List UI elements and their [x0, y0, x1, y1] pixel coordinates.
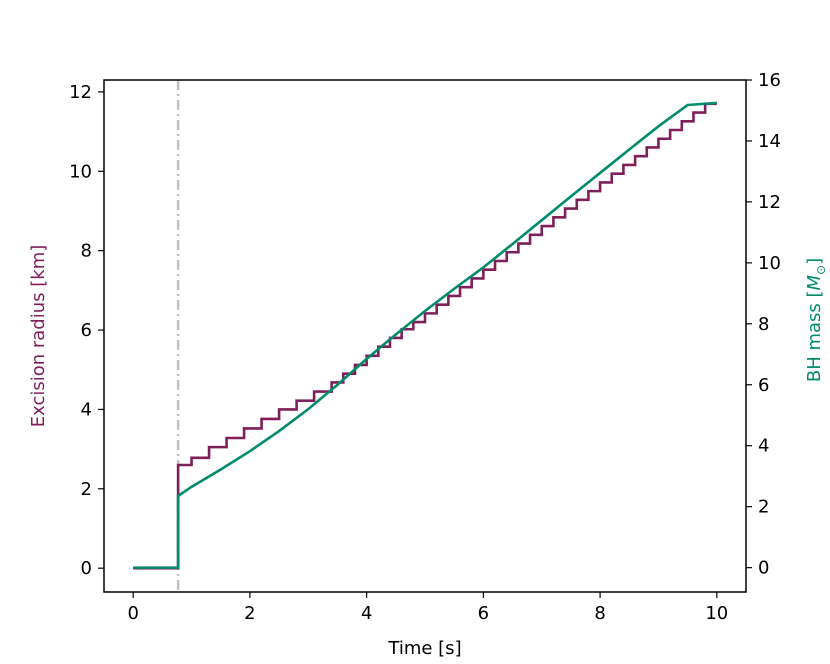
- y-ticks-left: 0 2 4 6 8 10 12: [69, 82, 104, 579]
- x-tick-label: 0: [127, 603, 138, 624]
- x-axis-label: Time [s]: [387, 638, 461, 659]
- x-ticks: 0 2 4 6 8 10: [127, 592, 728, 624]
- y-axis-label-right-symbol: M: [804, 274, 825, 290]
- series-layer: [133, 101, 717, 570]
- y-right-tick-label: 2: [758, 497, 769, 518]
- y-right-tick-label: 6: [758, 375, 769, 396]
- y-right-tick-label: 12: [758, 192, 781, 213]
- y-left-tick-label: 2: [81, 479, 92, 500]
- y-right-tick-label: 8: [758, 314, 769, 335]
- plot-frame: [103, 79, 747, 593]
- y-axis-label-right-sub: ⊙: [814, 265, 828, 275]
- y-left-tick-label: 4: [81, 399, 92, 420]
- y-right-tick-label: 14: [758, 131, 781, 152]
- y-axis-label-right: BH mass [M⊙]: [804, 258, 828, 382]
- y-right-tick-label: 10: [758, 253, 781, 274]
- x-tick-label: 10: [705, 603, 728, 624]
- x-tick-label: 6: [478, 603, 489, 624]
- y-left-tick-label: 0: [81, 558, 92, 579]
- x-tick-label: 4: [361, 603, 372, 624]
- y-right-tick-label: 4: [758, 436, 769, 457]
- y-ticks-right: 0 2 4 6 8 10 12 14 16: [746, 70, 781, 579]
- x-tick-label: 2: [244, 603, 255, 624]
- y-axis-label-right-suffix: ]: [804, 258, 825, 265]
- x-tick-label: 8: [594, 603, 605, 624]
- y-right-tick-label: 0: [758, 558, 769, 579]
- y-left-tick-label: 10: [69, 161, 92, 182]
- y-left-tick-label: 12: [69, 82, 92, 103]
- y-axis-label-right-prefix: BH mass [: [804, 290, 825, 382]
- series-line-bh-mass: [133, 101, 717, 569]
- y-right-tick-label: 16: [758, 70, 781, 91]
- y-left-tick-label: 8: [81, 241, 92, 262]
- y-left-tick-label: 6: [81, 320, 92, 341]
- y-axis-label-left: Excision radius [km]: [28, 245, 49, 428]
- series-line-excision-radius: [133, 102, 717, 570]
